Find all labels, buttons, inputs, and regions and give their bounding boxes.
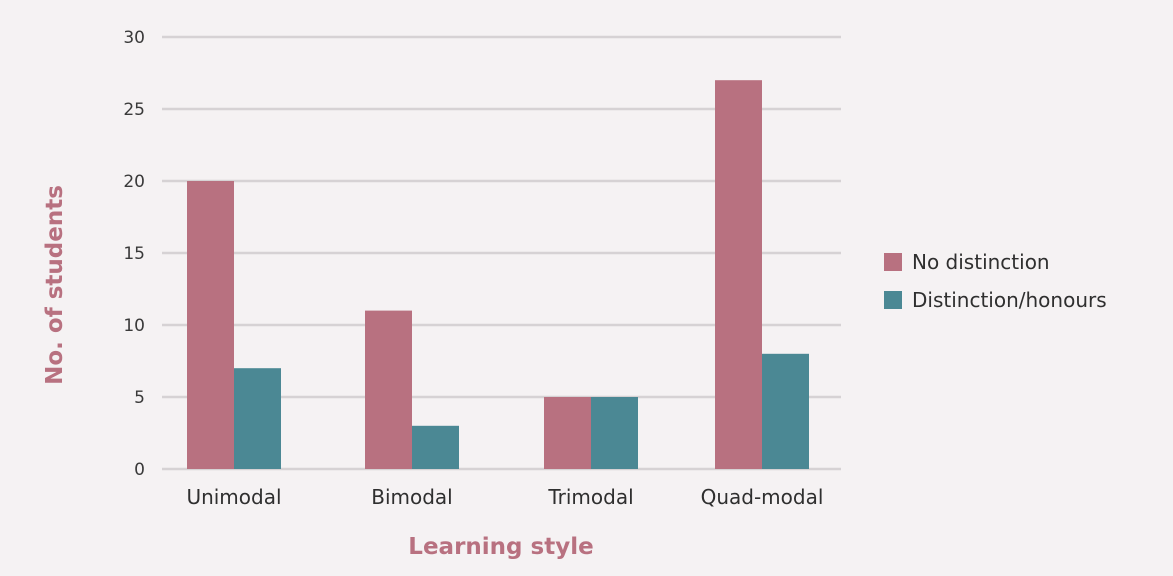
x-tick-label: Bimodal bbox=[371, 485, 453, 509]
x-tick-label: Trimodal bbox=[547, 485, 633, 509]
bar-no-distinction-unimodal bbox=[187, 181, 234, 469]
bar-no-distinction-trimodal bbox=[544, 397, 591, 469]
y-tick-label: 5 bbox=[134, 388, 145, 408]
y-tick-label: 0 bbox=[134, 460, 145, 480]
x-tick-label: Quad-modal bbox=[701, 485, 824, 509]
y-tick-label: 15 bbox=[123, 244, 145, 264]
legend: No distinction Distinction/honours bbox=[884, 250, 1107, 312]
bar-distinction-honours-quad-modal bbox=[762, 353, 809, 469]
x-tick-label: Unimodal bbox=[186, 485, 281, 509]
legend-swatch bbox=[884, 291, 902, 309]
bar-distinction-honours-bimodal bbox=[412, 425, 459, 469]
legend-swatch bbox=[884, 253, 902, 271]
bar-distinction-honours-trimodal bbox=[591, 397, 638, 469]
x-axis-categories: Unimodal Bimodal Trimodal Quad-modal bbox=[186, 485, 823, 509]
bar-no-distinction-bimodal bbox=[365, 310, 412, 469]
legend-label: No distinction bbox=[912, 250, 1050, 274]
bar-no-distinction-quad-modal bbox=[715, 80, 762, 469]
y-tick-label: 30 bbox=[123, 28, 145, 48]
y-tick-label: 20 bbox=[123, 172, 145, 192]
y-tick-label: 10 bbox=[123, 316, 145, 336]
y-tick-label: 25 bbox=[123, 100, 145, 120]
y-axis-title: No. of students bbox=[42, 185, 68, 385]
y-axis-ticks: 0 5 10 15 20 25 30 bbox=[123, 28, 145, 480]
legend-label: Distinction/honours bbox=[912, 288, 1107, 312]
x-axis-title: Learning style bbox=[408, 534, 593, 560]
bars bbox=[187, 80, 809, 469]
bar-distinction-honours-unimodal bbox=[234, 368, 281, 469]
